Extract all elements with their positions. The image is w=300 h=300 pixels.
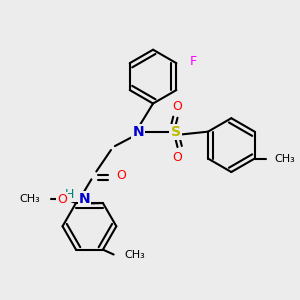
Text: CH₃: CH₃ — [124, 250, 145, 260]
Text: CH₃: CH₃ — [19, 194, 40, 204]
Text: N: N — [79, 192, 90, 206]
Text: S: S — [171, 125, 181, 140]
Text: H: H — [65, 188, 75, 200]
Text: O: O — [172, 151, 182, 164]
Text: CH₃: CH₃ — [274, 154, 295, 164]
Text: N: N — [133, 125, 144, 140]
Text: O: O — [116, 169, 126, 182]
Text: O: O — [172, 100, 182, 113]
Text: O: O — [57, 193, 67, 206]
Text: F: F — [190, 55, 197, 68]
